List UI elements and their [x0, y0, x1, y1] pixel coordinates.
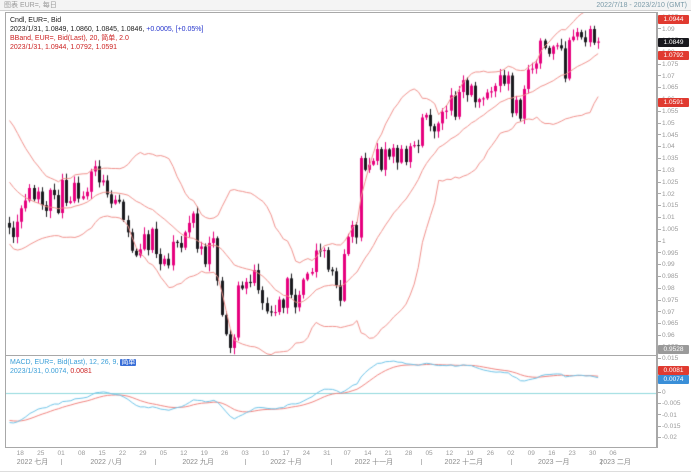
x-axis-day: 10 — [261, 450, 270, 457]
x-axis-day: 22 — [118, 450, 127, 457]
x-axis-day: 07 — [343, 450, 351, 457]
x-axis-day: 12 — [445, 450, 454, 457]
axis-tick: 1.005 — [658, 226, 678, 234]
x-axis-month: 2023 二月 — [599, 459, 631, 466]
x-axis-separator — [61, 459, 63, 465]
axis-tick: -0.015 — [658, 423, 680, 431]
x-axis-day: 17 — [282, 450, 290, 457]
x-axis-separator — [510, 459, 512, 465]
last-price-label: 1.0849 — [658, 37, 689, 47]
x-axis-day: 02 — [507, 450, 515, 457]
axis-tick: 0.98 — [658, 285, 675, 293]
axis-tick: 0 — [658, 389, 666, 397]
y-axis-line — [657, 12, 658, 448]
x-axis-separator — [420, 459, 422, 465]
x-axis-day: 26 — [486, 450, 494, 457]
axis-tick: 1.075 — [658, 61, 678, 69]
axis-tick: 1.05 — [658, 120, 675, 128]
axis-tick: 0.985 — [658, 273, 678, 281]
x-axis-day: 19 — [200, 450, 208, 457]
axis-tick: 0.975 — [658, 297, 678, 305]
axis-tick: 1.02 — [658, 191, 675, 199]
axis-tick: 1 — [658, 238, 666, 246]
x-axis-month: 2022 十一月 — [354, 459, 394, 466]
x-axis-day: 24 — [302, 450, 311, 457]
x-axis-day: 28 — [405, 450, 413, 457]
axis-tick: 1.01 — [658, 214, 675, 222]
axis-tick: -0.005 — [658, 400, 680, 408]
x-axis-day: 05 — [159, 450, 167, 457]
x-axis-day: 14 — [364, 450, 372, 457]
axis-tick: 1.045 — [658, 132, 678, 140]
axis-tick: 0.99 — [658, 261, 675, 269]
x-axis-separator — [330, 459, 332, 465]
main-price-chart[interactable] — [6, 13, 656, 355]
x-axis-day: 05 — [425, 450, 433, 457]
x-axis-month: 2022 七月 — [16, 459, 49, 466]
axis-tick: 1.04 — [658, 143, 675, 151]
x-axis-day: 26 — [221, 450, 229, 457]
axis-tick: 0.995 — [658, 250, 678, 258]
x-axis-day: 03 — [241, 450, 249, 457]
axis-tick: -0.02 — [658, 434, 677, 442]
x-axis-month: 2023 一月 — [537, 459, 570, 466]
chart-frame: Cndl, EUR=, Bid 2023/1/31, 1.0849, 1.086… — [5, 12, 657, 448]
axis-tick: 0.96 — [658, 332, 675, 340]
x-axis-day: 21 — [384, 450, 392, 457]
chart-date-range: 2022/7/18 - 2023/2/10 (GMT) — [596, 1, 687, 9]
axis-tick: 0.015 — [658, 355, 678, 363]
axis-tick: 1.07 — [658, 73, 675, 81]
axis-tick: 0.97 — [658, 309, 675, 317]
x-axis-day: 31 — [323, 450, 331, 457]
axis-tick: 1.065 — [658, 84, 678, 92]
x-axis-day: 25 — [37, 450, 45, 457]
x-axis-day: 29 — [139, 450, 147, 457]
axis-tick: 1.025 — [658, 179, 678, 187]
bband-middle-label: 1.0792 — [658, 50, 689, 60]
x-axis-day: 23 — [568, 450, 576, 457]
x-axis-day: 15 — [98, 450, 106, 457]
x-axis-day: 16 — [548, 450, 556, 457]
x-axis-separator — [155, 459, 157, 465]
axis-tick: 1.09 — [658, 26, 675, 34]
x-axis-month: 2022 十月 — [270, 459, 302, 466]
macd-chart[interactable] — [6, 356, 656, 446]
x-axis-day: 01 — [57, 450, 65, 457]
x-axis-day: 18 — [16, 450, 24, 457]
axis-tick: -0.01 — [658, 412, 677, 420]
macd-value-label: 0.0074 — [658, 374, 689, 384]
x-axis[interactable]: 18 25 01 2022 七月 08 15 22 29 2022 八月 05 12 19 26 03 20… — [5, 449, 658, 471]
axis-tick: 1.03 — [658, 167, 675, 175]
x-axis-separator — [600, 459, 602, 465]
x-axis-day: 09 — [527, 450, 535, 457]
macd-signal-label: 0.0081 — [658, 365, 689, 375]
x-axis-day: 06 — [609, 450, 617, 457]
x-axis-month: 2022 十二月 — [444, 459, 484, 466]
x-axis-month: 2022 九月 — [182, 459, 214, 466]
chart-title: 图表 EUR=, 每日 — [4, 2, 57, 9]
x-axis-month: 2022 八月 — [90, 459, 122, 466]
period-low-label: 0.9528 — [658, 345, 689, 355]
axis-tick: 0.965 — [658, 320, 678, 328]
axis-tick: 1.015 — [658, 202, 678, 210]
pane-divider[interactable] — [6, 355, 656, 356]
axis-tick: 1.035 — [658, 155, 678, 163]
titlebar: 图表 EUR=, 每日 2022/7/18 - 2023/2/10 (GMT) — [0, 0, 691, 11]
x-axis-day: 30 — [588, 450, 597, 457]
bband-lower-label: 1.0591 — [658, 98, 689, 108]
x-axis-day: 19 — [466, 450, 474, 457]
x-axis-day: 12 — [180, 450, 188, 457]
x-axis-separator — [245, 459, 247, 465]
x-axis-day: 08 — [77, 450, 86, 457]
axis-tick: 1.055 — [658, 108, 678, 116]
bband-upper-label: 1.0944 — [658, 15, 689, 25]
